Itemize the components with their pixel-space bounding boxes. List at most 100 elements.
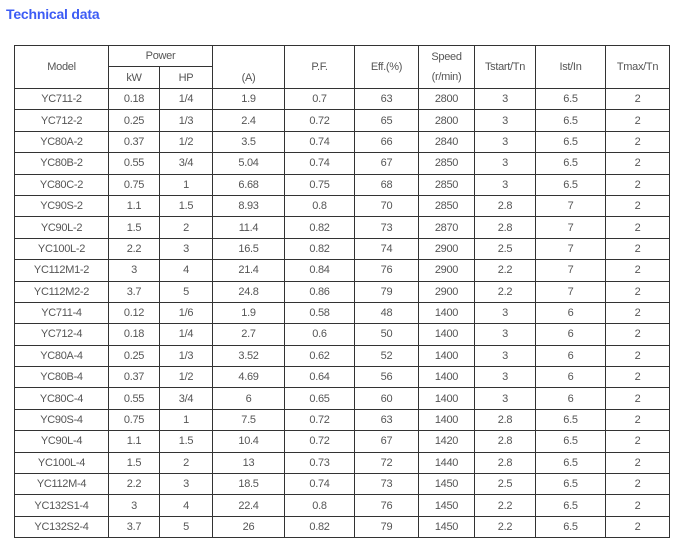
cell-hp: 4 [159,494,213,517]
cell-pf: 0.62 [284,344,355,368]
cell-kw: 2.2 [108,237,160,261]
cell-current: 3.52 [212,344,285,368]
cell-eff: 48 [354,301,419,325]
cell-current: 21.4 [212,259,285,282]
cell-pf: 0.82 [284,515,355,539]
cell-model: YC132S2-4 [14,515,109,539]
cell-tstart: 2.2 [474,494,536,517]
cell-eff: 76 [354,494,419,517]
cell-model: YC80B-4 [14,366,109,389]
cell-pf: 0.7 [284,87,355,111]
cell-ist: 7 [535,216,606,239]
cell-eff: 63 [354,87,419,111]
technical-data-table: Model Power (A) P.F. Eff.(%) Speed (r/mi… [14,45,670,539]
cell-tstart: 3 [474,130,536,154]
cell-tmax: 2 [605,259,670,282]
cell-tstart: 3 [474,344,536,368]
cell-tmax: 2 [605,194,670,218]
cell-hp: 1 [159,173,213,196]
cell-hp: 4 [159,259,213,282]
cell-tstart: 3 [474,109,536,132]
cell-hp: 3 [159,473,213,496]
cell-pf: 0.82 [284,237,355,261]
header-pf: P.F. [284,45,355,89]
header-ist: Ist/In [535,45,606,89]
cell-eff: 56 [354,366,419,389]
cell-tstart: 2.5 [474,237,536,261]
cell-tmax: 2 [605,87,670,111]
cell-model: YC80A-4 [14,344,109,368]
cell-tstart: 2.8 [474,216,536,239]
cell-ist: 6.5 [535,152,606,175]
cell-eff: 60 [354,387,419,410]
cell-hp: 1/4 [159,87,213,111]
table-row: YC132S1-4 3 4 22.4 0.8 76 1450 2.2 6.5 2 [14,494,670,517]
cell-ist: 6.5 [535,451,606,475]
cell-speed: 2900 [418,259,475,282]
table-row: YC112M2-2 3.7 5 24.8 0.86 79 2900 2.2 7 2 [14,280,670,303]
cell-pf: 0.64 [284,366,355,389]
cell-tstart: 2.8 [474,408,536,432]
cell-current: 10.4 [212,430,285,453]
header-kw: kW [108,66,160,89]
cell-tmax: 2 [605,408,670,432]
cell-speed: 2800 [418,109,475,132]
cell-speed: 1400 [418,366,475,389]
cell-speed: 1420 [418,430,475,453]
cell-hp: 5 [159,515,213,539]
cell-tmax: 2 [605,494,670,517]
cell-hp: 3/4 [159,387,213,410]
cell-kw: 1.5 [108,216,160,239]
header-model: Model [14,45,109,89]
cell-kw: 0.12 [108,301,160,325]
cell-current: 2.7 [212,323,285,346]
cell-model: YC90S-2 [14,194,109,218]
table-row: YC132S2-4 3.7 5 26 0.82 79 1450 2.2 6.5 2 [14,515,670,539]
cell-model: YC712-2 [14,109,109,132]
cell-model: YC712-4 [14,323,109,346]
cell-tstart: 2.8 [474,451,536,475]
cell-pf: 0.72 [284,408,355,432]
cell-current: 26 [212,515,285,539]
cell-kw: 3 [108,259,160,282]
cell-tmax: 2 [605,387,670,410]
cell-current: 16.5 [212,237,285,261]
cell-tstart: 2.8 [474,430,536,453]
cell-hp: 2 [159,216,213,239]
cell-speed: 1400 [418,301,475,325]
cell-eff: 74 [354,237,419,261]
cell-model: YC100L-2 [14,237,109,261]
cell-pf: 0.74 [284,473,355,496]
cell-ist: 6 [535,301,606,325]
cell-model: YC80C-4 [14,387,109,410]
cell-eff: 68 [354,173,419,196]
table-row: YC80B-2 0.55 3/4 5.04 0.74 67 2850 3 6.5 2 [14,152,670,175]
cell-current: 3.5 [212,130,285,154]
header-speed: Speed (r/min) [418,45,475,89]
cell-eff: 70 [354,194,419,218]
cell-ist: 6.5 [535,494,606,517]
cell-kw: 1.1 [108,194,160,218]
cell-hp: 1/2 [159,366,213,389]
cell-kw: 3.7 [108,515,160,539]
cell-ist: 6 [535,387,606,410]
cell-tstart: 3 [474,152,536,175]
cell-model: YC132S1-4 [14,494,109,517]
cell-pf: 0.74 [284,152,355,175]
cell-speed: 2850 [418,152,475,175]
cell-eff: 72 [354,451,419,475]
cell-tmax: 2 [605,237,670,261]
cell-current: 18.5 [212,473,285,496]
cell-speed: 2900 [418,237,475,261]
table-row: YC711-2 0.18 1/4 1.9 0.7 63 2800 3 6.5 2 [14,87,670,111]
cell-current: 6 [212,387,285,410]
cell-hp: 5 [159,280,213,303]
cell-tmax: 2 [605,366,670,389]
cell-kw: 1.1 [108,430,160,453]
cell-model: YC80C-2 [14,173,109,196]
table-row: YC80C-4 0.55 3/4 6 0.65 60 1400 3 6 2 [14,387,670,410]
cell-kw: 0.55 [108,387,160,410]
header-eff: Eff.(%) [354,45,419,89]
cell-hp: 1 [159,408,213,432]
cell-model: YC80B-2 [14,152,109,175]
